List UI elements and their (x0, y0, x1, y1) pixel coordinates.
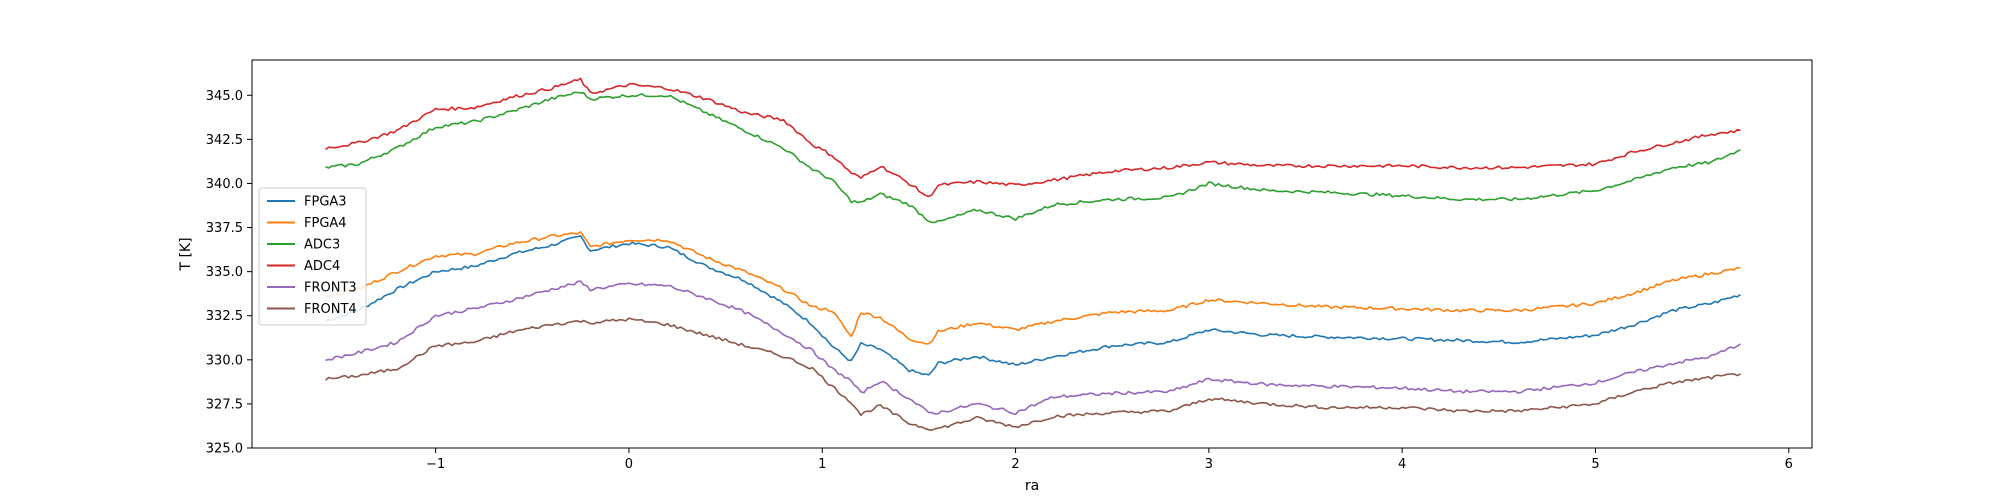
y-tick-label: 330.0 (206, 353, 243, 368)
x-tick-label: 5 (1591, 457, 1599, 472)
x-tick-label: 2 (1011, 457, 1019, 472)
plot-frame (251, 59, 1813, 449)
legend-label-fpga4: FPGA4 (304, 216, 347, 231)
y-tick-label: 340.0 (206, 177, 243, 192)
legend: FPGA3 FPGA4 ADC3 ADC4 FRONT3 FRONT4 (258, 187, 367, 326)
legend-label-adc4: ADC4 (304, 259, 340, 274)
x-tick-label: 3 (1205, 457, 1213, 472)
y-axis-label: T [K] (178, 237, 194, 271)
y-tick-label: 327.5 (206, 397, 243, 412)
series-line-front4 (324, 317, 1741, 432)
y-tick-label: 332.5 (206, 309, 243, 324)
x-tick-label: −1 (426, 457, 445, 472)
legend-label-front4: FRONT4 (304, 302, 357, 317)
series-line-adc3 (325, 91, 1741, 224)
series-line-fpga3 (325, 235, 1741, 376)
x-tick-label: 1 (818, 457, 826, 472)
x-tick-label: 4 (1398, 457, 1406, 472)
legend-label-adc3: ADC3 (304, 238, 340, 253)
series-layer (324, 77, 1741, 432)
series-line-fpga4 (325, 231, 1741, 345)
y-tick-label: 335.0 (206, 265, 243, 280)
y-tick-label: 345.0 (206, 89, 243, 104)
x-axis-label: ra (1025, 478, 1039, 494)
y-tick-label: 342.5 (206, 133, 243, 148)
y-tick-label: 337.5 (206, 221, 243, 236)
series-line-front3 (325, 280, 1741, 416)
legend-label-front3: FRONT3 (304, 281, 357, 296)
x-tick-label: 0 (625, 457, 633, 472)
x-axis: −1 0 1 2 3 4 5 6 (426, 448, 1793, 472)
legend-label-fpga3: FPGA3 (304, 195, 347, 210)
x-tick-label: 6 (1785, 457, 1793, 472)
series-line-adc4 (325, 77, 1741, 198)
y-axis: 325.0 327.5 330.0 332.5 335.0 337.5 340.0 342.5… (206, 89, 252, 457)
y-tick-label: 325.0 (206, 442, 243, 457)
